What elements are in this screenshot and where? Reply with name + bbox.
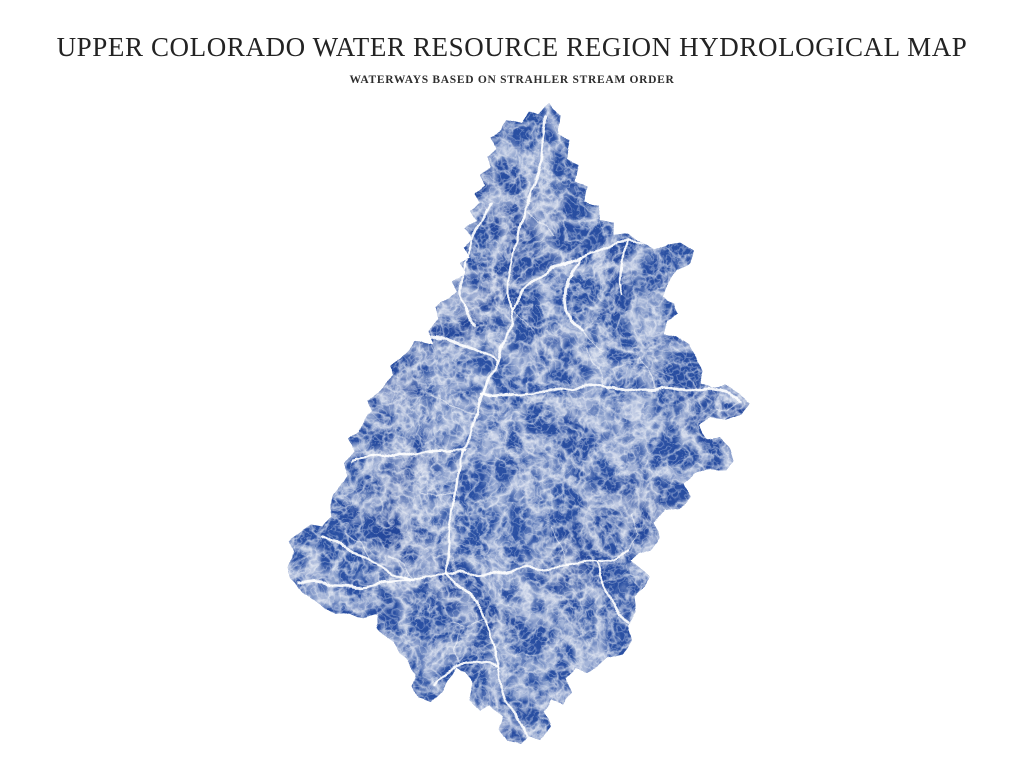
river-segment — [418, 489, 458, 498]
river-segment — [582, 331, 601, 353]
river-segment — [389, 553, 413, 579]
page-subtitle: WATERWAYS BASED ON STRAHLER STREAM ORDER — [349, 73, 675, 86]
basin-group — [287, 106, 750, 746]
page-title: UPPER COLORADO WATER RESOURCE REGION HYD… — [56, 32, 968, 62]
river-segment — [446, 617, 482, 629]
river-segment — [298, 572, 448, 588]
river-segment — [403, 299, 413, 333]
river-network — [298, 120, 743, 746]
river-segment — [510, 241, 644, 314]
major-rivers — [298, 120, 743, 746]
river-segment — [525, 213, 552, 237]
river-segment — [430, 397, 478, 415]
river-segment — [626, 513, 636, 549]
river-segment — [593, 560, 639, 633]
river-segment — [444, 572, 532, 746]
river-segment — [451, 636, 461, 669]
stream-speckle-texture — [287, 106, 750, 746]
river-segment — [547, 529, 567, 565]
river-segment — [619, 242, 629, 298]
river-segment — [457, 201, 493, 332]
river-segment — [636, 601, 644, 632]
river-segment — [343, 537, 371, 563]
river-segment — [348, 449, 468, 463]
river-segment — [585, 349, 601, 387]
river-segment — [565, 254, 585, 334]
river-segment — [482, 382, 743, 403]
river-segment — [511, 311, 535, 335]
river-segment — [444, 310, 514, 576]
river-segment — [713, 400, 742, 412]
river-segment — [637, 357, 654, 393]
map-header: UPPER COLORADO WATER RESOURCE REGION HYD… — [0, 0, 1024, 86]
